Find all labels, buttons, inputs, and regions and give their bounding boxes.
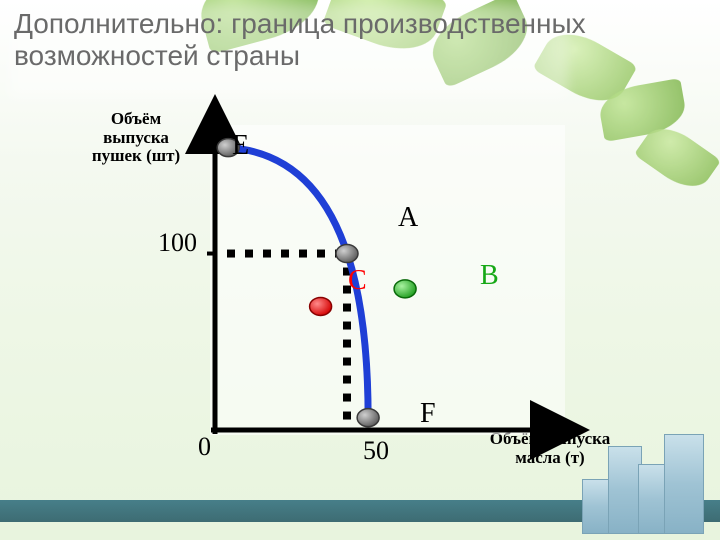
point-label-C: C (348, 265, 367, 297)
point-label-F: F (420, 398, 436, 430)
chart-svg (80, 110, 600, 470)
x-tick-50: 50 (363, 436, 389, 466)
buildings-deco (582, 424, 712, 534)
point-label-B: B (480, 260, 499, 292)
slide-title: Дополнительно: граница производственных … (14, 8, 720, 72)
origin-0: 0 (198, 432, 211, 462)
point-label-E: E (232, 130, 249, 162)
ppf-chart: Объём выпуска пушек (шт) Объём выпуска м… (80, 110, 600, 470)
slide: Дополнительно: граница производственных … (0, 0, 720, 540)
point-label-A: A (398, 202, 418, 234)
y-tick-100: 100 (158, 228, 197, 258)
